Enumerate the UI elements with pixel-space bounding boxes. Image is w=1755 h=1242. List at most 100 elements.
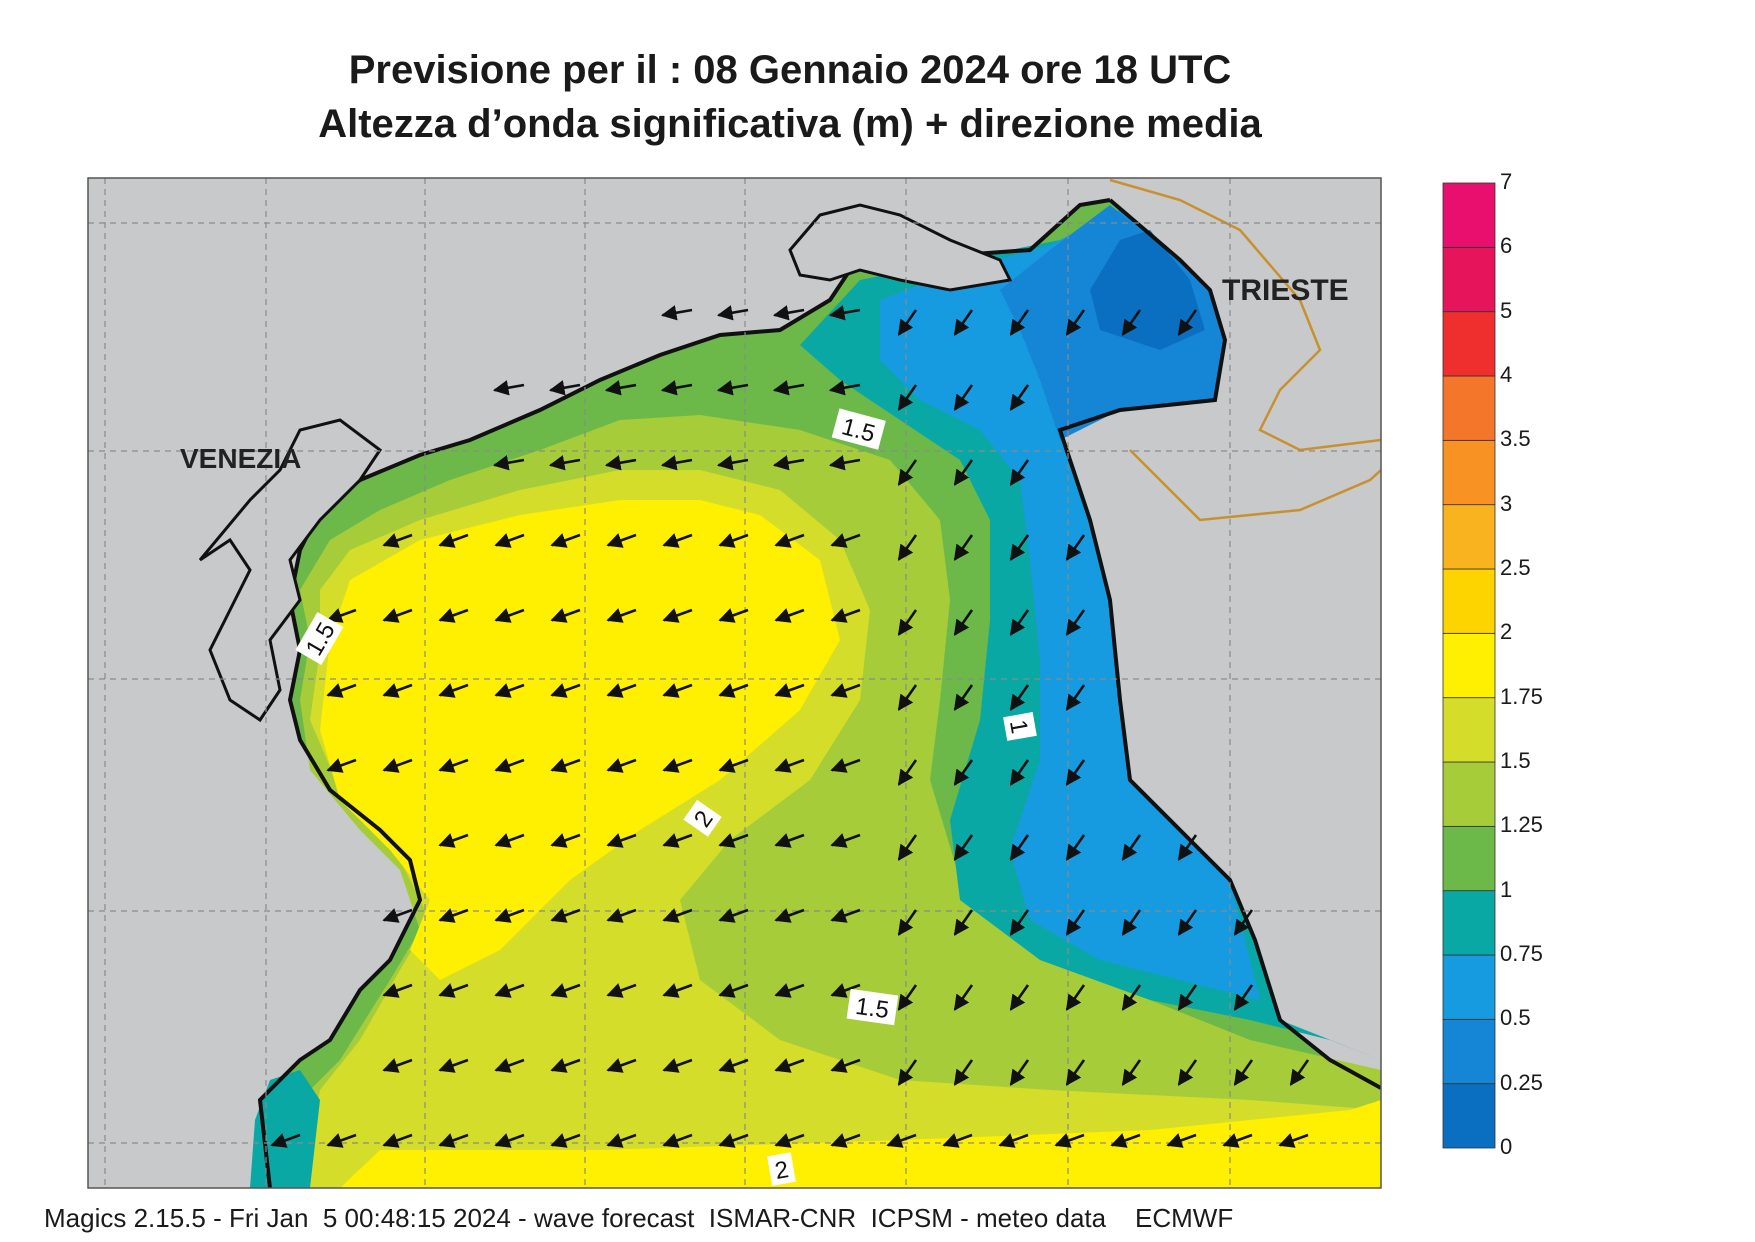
colorbar-tick-label: 5 xyxy=(1500,297,1513,323)
direction-arrow xyxy=(1054,1133,1085,1148)
direction-arrow xyxy=(438,1058,469,1073)
direction-arrow xyxy=(492,455,525,471)
contour-label: 1 xyxy=(1004,718,1033,736)
direction-arrow xyxy=(548,380,581,396)
direction-arrow xyxy=(326,1133,357,1148)
direction-arrow xyxy=(1009,459,1030,486)
direction-arrow xyxy=(660,455,693,471)
direction-arrow xyxy=(716,455,749,471)
colorbar-tick-label: 0.5 xyxy=(1500,1005,1531,1031)
direction-arrow xyxy=(953,384,974,411)
direction-arrow xyxy=(604,455,637,471)
direction-arrow xyxy=(1009,309,1030,336)
colorbar-tick-label: 4 xyxy=(1500,362,1513,387)
colorbar-swatch xyxy=(1442,632,1496,699)
colorbar xyxy=(1442,182,1496,1149)
direction-arrow xyxy=(830,683,861,698)
direction-arrow xyxy=(382,758,413,773)
direction-arrow xyxy=(1009,684,1030,711)
direction-arrow xyxy=(1233,984,1254,1011)
direction-arrow xyxy=(1110,1133,1141,1148)
colorbar-tick-label: 1.25 xyxy=(1500,812,1543,838)
direction-arrow xyxy=(1065,984,1086,1011)
direction-arrow xyxy=(662,983,693,998)
direction-arrow xyxy=(548,455,581,471)
colorbar-swatch xyxy=(1442,375,1496,441)
direction-arrow xyxy=(550,908,581,923)
direction-arrow xyxy=(326,683,357,698)
map-subtitle: Altezza d’onda significativa (m) + direz… xyxy=(318,102,1262,146)
direction-arrow xyxy=(550,833,581,848)
direction-arrow xyxy=(718,683,749,698)
direction-arrow xyxy=(830,908,861,923)
direction-arrow xyxy=(382,533,413,548)
direction-arrow xyxy=(438,683,469,698)
direction-arrow xyxy=(1177,309,1198,336)
direction-arrow xyxy=(662,683,693,698)
direction-arrow xyxy=(550,1058,581,1073)
colorbar-tick-label: 2 xyxy=(1500,619,1513,645)
direction-arrow xyxy=(1233,909,1254,936)
direction-arrow xyxy=(897,309,918,336)
direction-arrow xyxy=(494,608,525,623)
colorbar-tick-label: 0 xyxy=(1500,1134,1513,1159)
direction-arrow xyxy=(606,608,637,623)
direction-arrow xyxy=(897,384,918,411)
wave-band-0-25 xyxy=(1090,230,1205,350)
direction-arrow xyxy=(897,759,918,786)
wave-direction-arrows xyxy=(270,305,1310,1148)
direction-arrow xyxy=(828,455,861,471)
colorbar-swatch xyxy=(1442,246,1496,313)
direction-arrow xyxy=(1009,984,1030,1011)
colorbar-swatch xyxy=(1442,439,1496,506)
direction-arrow xyxy=(382,908,413,923)
direction-arrow xyxy=(606,908,637,923)
direction-arrow xyxy=(716,305,749,321)
direction-arrow xyxy=(718,983,749,998)
direction-arrow xyxy=(550,983,581,998)
direction-arrow xyxy=(718,533,749,548)
direction-arrow xyxy=(953,984,974,1011)
direction-arrow xyxy=(830,1133,861,1148)
direction-arrow xyxy=(830,833,861,848)
colorbar-tick-label: 3 xyxy=(1500,490,1513,516)
colorbar-tick-label: 2.5 xyxy=(1500,555,1531,580)
direction-arrow xyxy=(1166,1133,1197,1148)
direction-arrow xyxy=(494,833,525,848)
direction-arrow xyxy=(606,833,637,848)
direction-arrow xyxy=(953,459,974,486)
direction-arrow xyxy=(606,983,637,998)
footer-credits: Magics 2.15.5 - Fri Jan 5 00:48:15 2024 … xyxy=(44,1203,1234,1233)
direction-arrow xyxy=(438,1133,469,1148)
direction-arrow xyxy=(897,1059,918,1086)
direction-arrow xyxy=(1065,1059,1086,1086)
direction-arrow xyxy=(1009,609,1030,636)
direction-arrow xyxy=(438,983,469,998)
direction-arrow xyxy=(953,759,974,786)
direction-arrow xyxy=(1278,1133,1309,1148)
colorbar-tick-label: 1.5 xyxy=(1500,748,1531,773)
direction-arrow xyxy=(1121,1059,1142,1086)
direction-arrow xyxy=(660,305,693,321)
wave-band-0-75 xyxy=(880,210,1260,1000)
direction-arrow xyxy=(718,1133,749,1148)
direction-arrow xyxy=(828,305,861,321)
city-label-venezia: VENEZIA xyxy=(180,443,301,474)
direction-arrow xyxy=(550,758,581,773)
colorbar-swatch xyxy=(1442,697,1496,763)
direction-arrow xyxy=(718,608,749,623)
direction-arrow xyxy=(774,1058,805,1073)
direction-arrow xyxy=(1009,534,1030,561)
direction-arrow xyxy=(606,683,637,698)
colorbar-swatch xyxy=(1442,568,1496,634)
direction-arrow xyxy=(1065,684,1086,711)
direction-arrow xyxy=(886,1133,917,1148)
colorbar-tick-label: 7 xyxy=(1500,169,1513,194)
direction-arrow xyxy=(438,533,469,548)
direction-arrow xyxy=(494,1133,525,1148)
direction-arrow xyxy=(1065,309,1086,336)
colorbar-swatch xyxy=(1442,1083,1496,1149)
colorbar-swatch xyxy=(1442,311,1496,377)
direction-arrow xyxy=(772,380,805,396)
direction-arrow xyxy=(772,455,805,471)
